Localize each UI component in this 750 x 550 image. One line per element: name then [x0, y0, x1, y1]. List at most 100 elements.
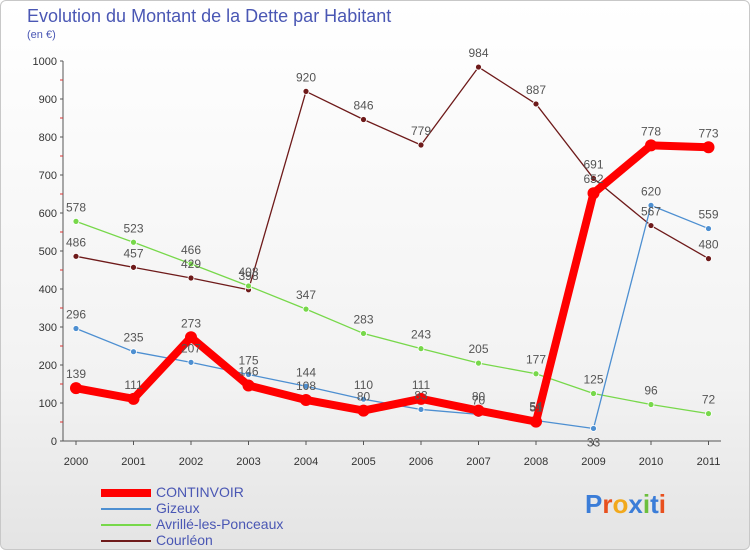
data-label: 96: [644, 384, 658, 398]
y-tick-label: 300: [39, 322, 57, 334]
series-point-2: [647, 201, 655, 209]
data-label: 466: [181, 243, 201, 257]
data-label: 578: [66, 200, 86, 214]
data-label: 125: [583, 373, 603, 387]
data-label: 920: [296, 70, 316, 84]
data-label: 457: [123, 246, 143, 260]
series-point-1: [415, 392, 427, 405]
series-point-3: [590, 390, 597, 397]
data-label: 984: [468, 46, 488, 60]
data-label: 83: [414, 388, 428, 402]
series-point-4: [475, 63, 482, 71]
legend-label: Avrillé-les-Ponceaux: [156, 516, 284, 532]
x-tick-label: 2005: [351, 456, 375, 468]
x-tick-label: 2008: [524, 456, 548, 468]
logo-letter: x: [628, 489, 643, 519]
data-label: 80: [357, 390, 371, 404]
x-tick-label: 2011: [697, 456, 721, 468]
series-point-2: [590, 425, 597, 432]
series-point-3: [245, 282, 252, 290]
logo-letter: P: [585, 489, 603, 519]
series-point-4: [302, 88, 310, 95]
data-label: 108: [296, 379, 316, 393]
series-point-4: [417, 141, 425, 149]
series-point-3: [360, 330, 367, 337]
data-label: 33: [587, 435, 601, 449]
series-point-1: [587, 187, 600, 200]
x-tick-label: 2009: [581, 456, 605, 468]
y-tick-label: 600: [39, 208, 57, 220]
series-point-3: [72, 217, 80, 225]
data-label: 144: [296, 365, 316, 379]
x-tick-label: 2004: [294, 456, 318, 468]
data-label: 273: [181, 316, 201, 330]
data-label: 778: [641, 124, 661, 138]
series-point-3: [647, 401, 655, 408]
x-tick-label: 2000: [64, 456, 88, 468]
logo-letter: i: [642, 489, 651, 519]
x-tick-label: 2002: [179, 456, 203, 468]
series-line-3: [75, 220, 710, 415]
y-tick-label: 700: [39, 170, 57, 182]
legend-swatch: [101, 508, 151, 510]
data-label: 177: [526, 353, 546, 367]
data-label: 523: [123, 221, 143, 235]
series-point-4: [187, 274, 195, 282]
y-tick-label: 900: [39, 94, 57, 106]
data-label: 243: [411, 328, 431, 342]
logo-letter: r: [602, 489, 613, 519]
data-label: 408: [238, 265, 258, 279]
series-point-1: [530, 415, 542, 428]
chart-subtitle: (en €): [27, 29, 56, 41]
series-point-1: [702, 141, 715, 154]
series-point-1: [242, 379, 255, 392]
y-tick-label: 1000: [33, 56, 57, 68]
series-point-4: [532, 100, 540, 108]
series-point-3: [187, 260, 195, 268]
legend-swatch: [101, 489, 151, 497]
series-point-1: [185, 331, 197, 344]
series-point-1: [127, 392, 140, 405]
series-point-2: [72, 325, 80, 332]
series-point-3: [302, 305, 310, 313]
series-point-3: [417, 345, 425, 353]
legend-label: Gizeux: [156, 500, 200, 516]
data-label: 567: [641, 205, 661, 219]
x-tick-label: 2003: [236, 456, 260, 468]
series-point-3: [475, 359, 482, 367]
x-tick-label: 2007: [466, 456, 490, 468]
series-point-2: [417, 406, 425, 413]
data-label: 779: [411, 124, 431, 138]
data-label: 205: [468, 342, 488, 356]
series-point-2: [705, 225, 712, 232]
data-label: 559: [698, 208, 718, 222]
data-label: 110: [354, 378, 373, 392]
y-tick-label: 800: [39, 132, 57, 144]
legend-label: Courléon: [156, 532, 213, 548]
data-label: 54: [529, 399, 543, 413]
data-label: 146: [238, 365, 258, 379]
data-label: 296: [66, 308, 86, 322]
legend-swatch: [101, 524, 151, 526]
data-label: 175: [238, 354, 258, 368]
data-label: 207: [181, 341, 201, 355]
series-point-1: [645, 139, 657, 152]
x-tick-label: 2010: [639, 456, 663, 468]
series-line-2: [75, 204, 710, 430]
data-label: 283: [353, 312, 373, 326]
y-tick-label: 0: [51, 436, 57, 448]
logo-letter: t: [650, 489, 659, 519]
legend-label: CONTINVOIR: [156, 484, 244, 500]
legend-swatch: [101, 540, 151, 542]
series-point-2: [360, 395, 367, 403]
series-point-1: [300, 393, 312, 406]
y-tick-label: 100: [39, 398, 57, 410]
series-point-2: [187, 358, 195, 366]
series-point-1: [357, 404, 370, 417]
series-point-2: [302, 382, 310, 390]
series-point-4: [360, 116, 367, 123]
series-point-3: [532, 370, 540, 378]
data-label: 347: [296, 288, 316, 302]
data-label: 887: [526, 83, 546, 97]
